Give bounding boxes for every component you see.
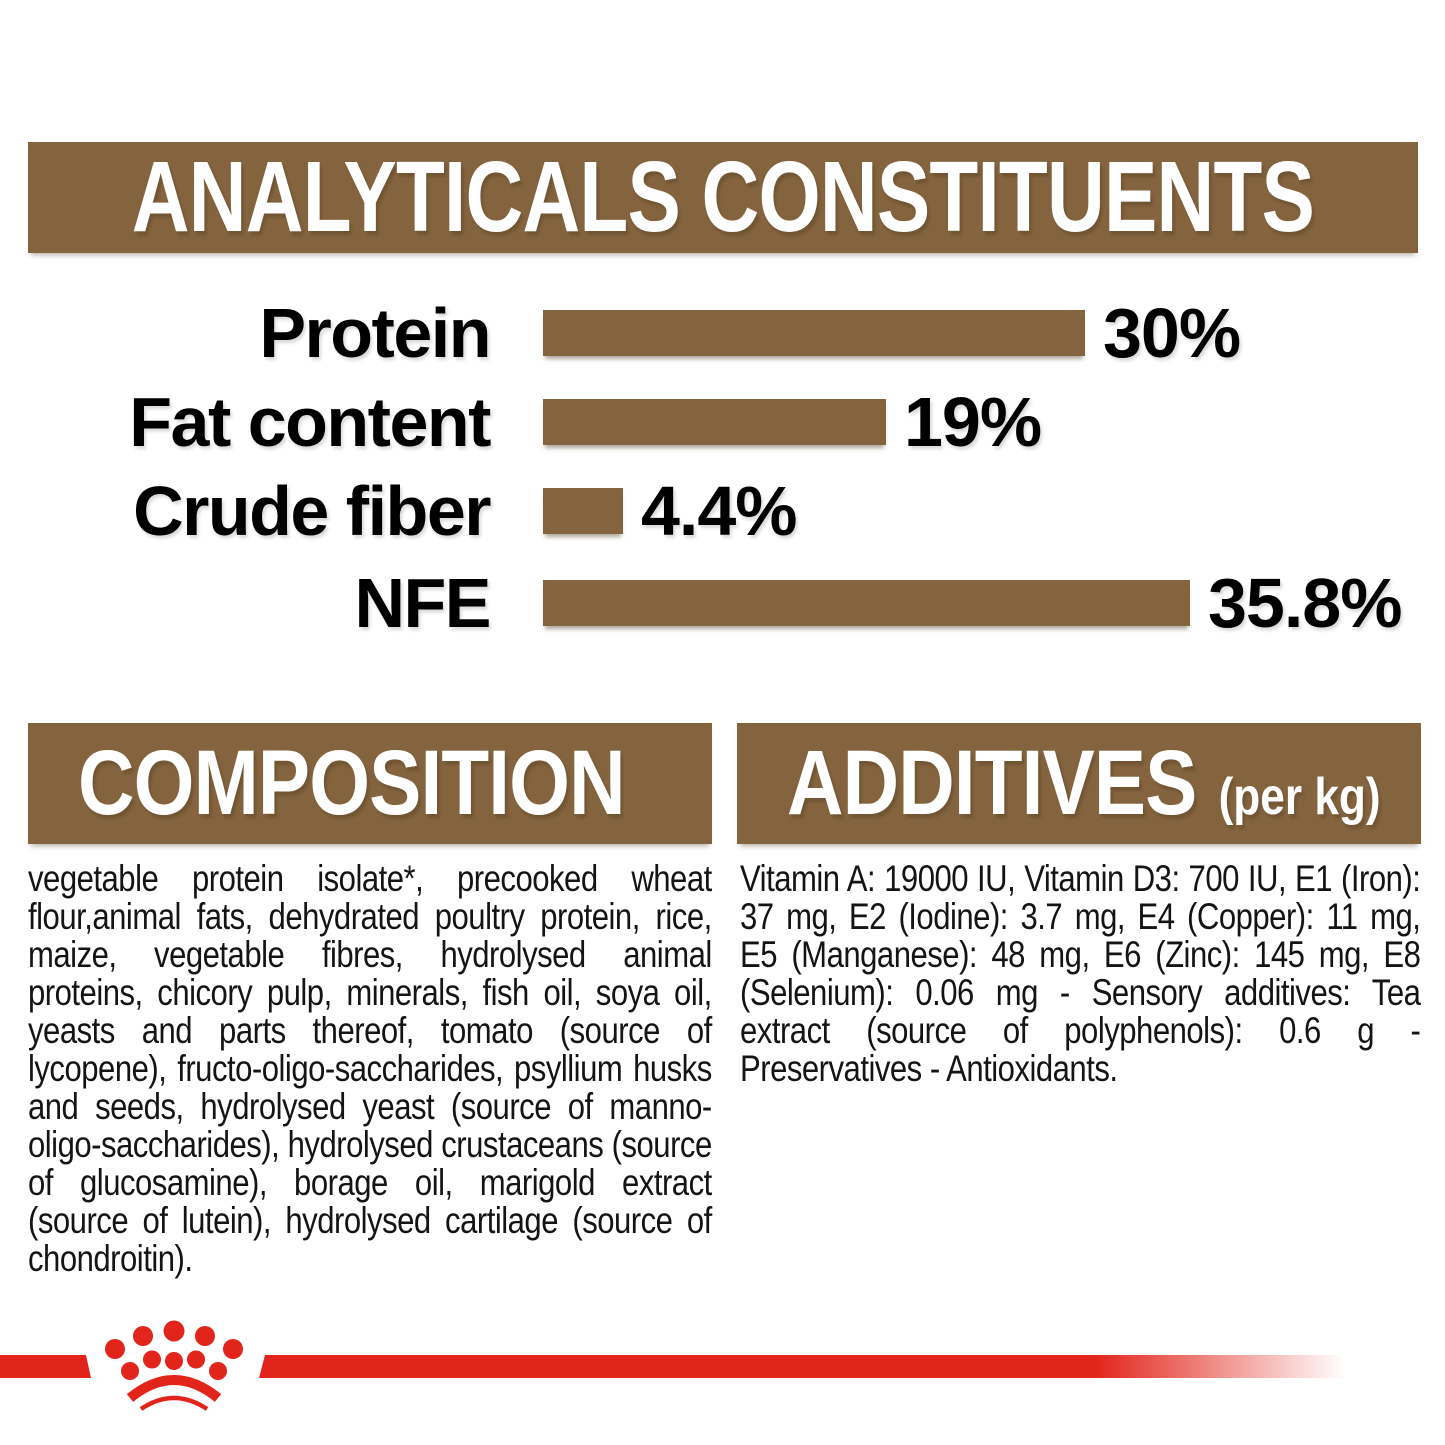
chart-value-label: 4.4% bbox=[641, 472, 798, 550]
additives-paragraph: Vitamin A: 19000 IU, Vitamin D3: 700 IU,… bbox=[740, 858, 1421, 1089]
chart-row-nfe: NFE 35.8% bbox=[0, 564, 1403, 642]
composition-title: COMPOSITION bbox=[78, 732, 626, 834]
chart-value-label: 35.8% bbox=[1208, 564, 1402, 642]
composition-title-wrap: COMPOSITION bbox=[78, 731, 626, 836]
royal-canin-crown-icon bbox=[105, 1320, 243, 1411]
chart-value-label: 30% bbox=[1103, 294, 1241, 372]
chart-category-label: Crude fiber bbox=[133, 472, 491, 550]
composition-paragraph: vegetable protein isolate*, precooked wh… bbox=[28, 858, 712, 1279]
additives-title-wrap: ADDITIVES (per kg) bbox=[787, 731, 1381, 836]
chart-category-label: Protein bbox=[259, 294, 491, 372]
chart-row-protein: Protein 30% bbox=[0, 294, 1241, 372]
chart-row-fat-content: Fat content 19% bbox=[0, 383, 1042, 461]
chart-value-label: 19% bbox=[904, 383, 1042, 461]
brand-stripe-right bbox=[259, 1355, 1345, 1378]
analyticals-header-band: ANALYTICALS CONSTITUENTS bbox=[28, 141, 1418, 253]
composition-header-band: COMPOSITION bbox=[28, 723, 712, 844]
chart-category-label: Fat content bbox=[129, 383, 491, 461]
chart-bar bbox=[543, 488, 623, 534]
chart-row-crude-fiber: Crude fiber 4.4% bbox=[0, 472, 798, 550]
analyticals-bar-chart: Protein 30% Fat content 19% Crude fiber 4.4% N… bbox=[0, 294, 1445, 642]
chart-bar bbox=[543, 580, 1190, 626]
analyticals-title: ANALYTICALS CONSTITUENTS bbox=[131, 141, 1315, 253]
brand-stripe-left bbox=[0, 1355, 91, 1378]
brand-footer bbox=[0, 1320, 1345, 1411]
chart-bar bbox=[543, 310, 1085, 356]
chart-bar bbox=[543, 399, 886, 445]
additives-unit-note: (per kg) bbox=[1218, 768, 1381, 826]
chart-category-label: NFE bbox=[354, 564, 492, 642]
additives-title: ADDITIVES bbox=[787, 732, 1197, 834]
additives-header-band: ADDITIVES (per kg) bbox=[737, 723, 1421, 844]
